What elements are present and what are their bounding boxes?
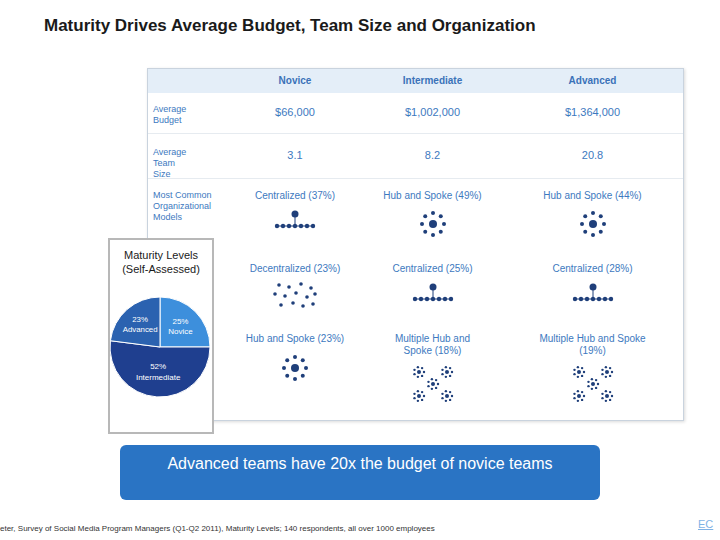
html-text:Hub and Spoke (44%): Hub and Spoke (44%)	[543, 190, 642, 201]
html-text:$1,364,000: $1,364,000	[565, 106, 620, 118]
html-text:Decentralized (23%): Decentralized (23%)	[249, 263, 341, 274]
html-text:Multiple Hub and Spoke (19%): Multiple Hub and Spoke (19%)	[539, 333, 646, 356]
html-text:eter, Survey of Social Media P: eter, Survey of Social Media Program Man…	[0, 524, 435, 533]
html-text:Centralized (25%): Centralized (25%)	[392, 263, 473, 274]
html-text:Centralized (37%): Centralized (37%)	[255, 190, 335, 201]
html-text:$66,000: $66,000	[275, 106, 315, 118]
html-text:3.1: 3.1	[287, 149, 303, 161]
html-text:Novice: Novice	[278, 75, 312, 86]
html-text:Hub and Spoke (23%): Hub and Spoke (23%)	[245, 333, 345, 344]
svg-text:52%Intermediate: 52%Intermediate	[136, 362, 181, 381]
html-text:Centralized (28%): Centralized (28%)	[552, 263, 633, 274]
html-text:Maturity Levels (Self-Assessed: Maturity Levels (Self-Assessed)	[122, 249, 200, 275]
html-text:Advanced teams have 20x the bu: Advanced teams have 20x the budget of no…	[167, 455, 553, 472]
html-text:Most Common Organizational Mod: Most Common Organizational Models	[153, 190, 212, 222]
html-text:Hub and Spoke (49%): Hub and Spoke (49%)	[383, 190, 482, 201]
html-text:Multiple Hub and Spoke (18%): Multiple Hub and Spoke (18%)	[395, 333, 470, 356]
html-text:8.2: 8.2	[424, 149, 441, 161]
html-text:Average Team Size: Average Team Size	[153, 147, 187, 179]
html-text:Advanced: Advanced	[568, 75, 617, 86]
html-text:$1,002,000: $1,002,000	[405, 106, 460, 118]
html-text:20.8: 20.8	[581, 149, 604, 161]
svg-text:25%Novice: 25%Novice	[168, 317, 193, 336]
svg-text:23%Advanced: 23%Advanced	[123, 315, 158, 334]
html-text:EC: EC	[698, 518, 714, 530]
html-text:Average Budget: Average Budget	[153, 104, 187, 125]
html-text:Maturity Drives Average Budget: Maturity Drives Average Budget, Team Siz…	[44, 16, 536, 35]
html-text:Intermediate: Intermediate	[402, 75, 463, 86]
